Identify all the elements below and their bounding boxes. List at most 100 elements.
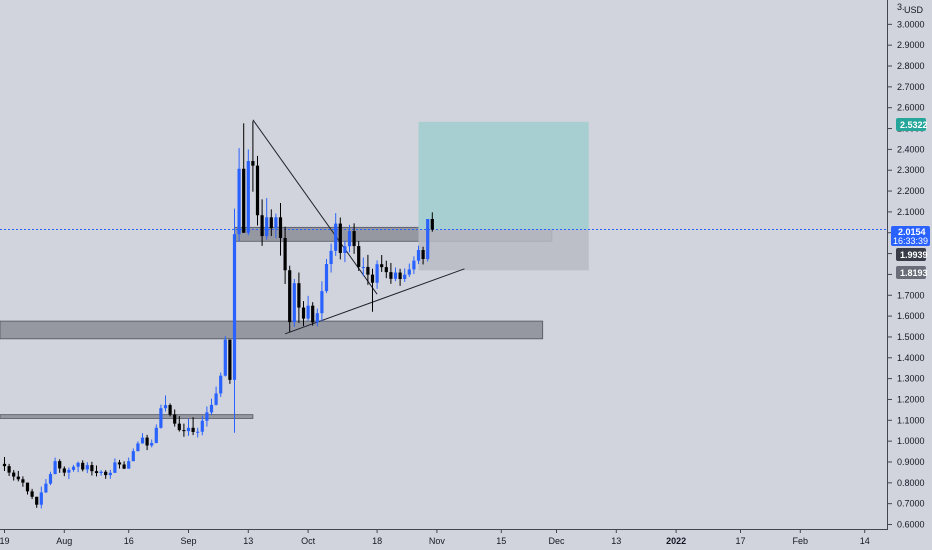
candle-body [7, 466, 11, 473]
candle-body [251, 161, 255, 166]
candle-body [117, 462, 122, 465]
candle-body [140, 437, 145, 444]
candle-body [361, 266, 365, 268]
candle-body [265, 217, 269, 237]
zone-price-tag [896, 248, 926, 261]
candle-body [122, 464, 126, 469]
candle-body [16, 476, 20, 480]
candle-body [357, 246, 361, 267]
candle-body [67, 469, 71, 473]
candle-body [375, 264, 379, 283]
candle-body [90, 465, 94, 472]
candle-body [71, 466, 76, 470]
y-tick-label: 2.3000 [897, 165, 925, 175]
candle-body [380, 264, 384, 268]
x-tick-label: Sep [180, 536, 196, 546]
zone-middle[interactable] [0, 320, 544, 340]
candle-body [416, 250, 421, 261]
zone-lower[interactable] [0, 414, 254, 419]
candle-body [278, 217, 283, 238]
y-tick-label: 1.1000 [897, 415, 925, 425]
current-price-countdown: 16:33:39 [893, 236, 928, 246]
y-tick-label: 1.4000 [897, 353, 925, 363]
y-tick-label: 2.7000 [897, 82, 925, 92]
y-tick-label: 1.2000 [897, 394, 925, 404]
target-price-tag [896, 118, 926, 131]
y-tick-label: 0.8000 [897, 478, 925, 488]
candle-body [269, 217, 273, 229]
candle-body [159, 408, 163, 428]
candle-body [288, 270, 292, 323]
trendlines-layer[interactable] [252, 119, 465, 335]
candle-body [320, 291, 324, 314]
candle-body [182, 430, 186, 432]
candle-body [334, 223, 338, 251]
y-tick-label: 1.5000 [897, 332, 925, 342]
candle-body [177, 423, 181, 431]
y-tick-label: 2.2000 [897, 186, 925, 196]
candle-body [297, 283, 301, 308]
y-tick-label: 0.7000 [897, 499, 925, 509]
y-tick-label: 1.6000 [897, 311, 925, 321]
candle-body [21, 479, 25, 483]
candle-body [196, 431, 200, 433]
candle-body [274, 217, 278, 229]
time-axis[interactable]: 19 Aug 16 Sep 13 Oct 18 Nov 15 Dec 13 2022 17 Feb 14 [0, 529, 870, 546]
candle-body [48, 474, 53, 484]
stop-area[interactable] [418, 229, 589, 271]
candle-body [12, 472, 16, 477]
descending-trendline[interactable] [252, 119, 378, 295]
target-area[interactable] [418, 121, 589, 230]
x-tick-label: 17 [735, 536, 745, 546]
zone-price-tag-text: 1.9939 [900, 250, 928, 260]
ascending-trendline[interactable] [284, 268, 465, 335]
candle-body [311, 305, 315, 323]
candle-body [145, 437, 149, 446]
y-tick-label: 2.9000 [897, 40, 925, 50]
candle-body [2, 463, 7, 467]
candle-body [421, 250, 425, 259]
candle-body [301, 307, 306, 319]
x-tick-label: 15 [496, 536, 506, 546]
candle-body [154, 427, 158, 444]
candle-body [246, 161, 250, 233]
candle-body [223, 339, 227, 376]
y-tick-label: 1.0000 [897, 436, 925, 446]
candle-body [343, 246, 347, 253]
candle-body [136, 443, 140, 452]
candle-body [398, 272, 402, 280]
x-tick-label: 16 [124, 536, 134, 546]
long-position-tool[interactable] [418, 121, 589, 271]
candle-body [306, 305, 310, 319]
candle-body [108, 472, 112, 476]
candle-body [131, 451, 135, 462]
x-tick-label: 13 [243, 536, 253, 546]
candle-body [94, 471, 99, 474]
y-tick-label: 1.3000 [897, 374, 925, 384]
x-tick-label: Dec [548, 536, 565, 546]
y-tick-label: 3.0000 [897, 19, 925, 29]
candle-body [58, 461, 62, 469]
candle-body [292, 283, 296, 323]
candles-layer [2, 121, 434, 509]
candle-body [209, 404, 214, 413]
candle-body [76, 462, 80, 467]
candle-body [430, 218, 434, 230]
candle-body [200, 420, 204, 432]
candle-body [347, 231, 352, 247]
candle-body [62, 468, 66, 473]
y-tick-label: 2.1000 [897, 207, 925, 217]
candle-body [127, 461, 131, 469]
candle-body [352, 231, 356, 247]
candle-body [39, 492, 43, 505]
candle-body [315, 313, 319, 323]
candle-body [407, 269, 411, 275]
y-tick-label: 2.6000 [897, 103, 925, 113]
candle-body [168, 405, 172, 415]
y-tick-label: 1.7000 [897, 290, 925, 300]
x-tick-label: Aug [56, 536, 72, 546]
current-price-tag-text: 2.0154 [898, 227, 926, 237]
candle-body [384, 267, 388, 273]
